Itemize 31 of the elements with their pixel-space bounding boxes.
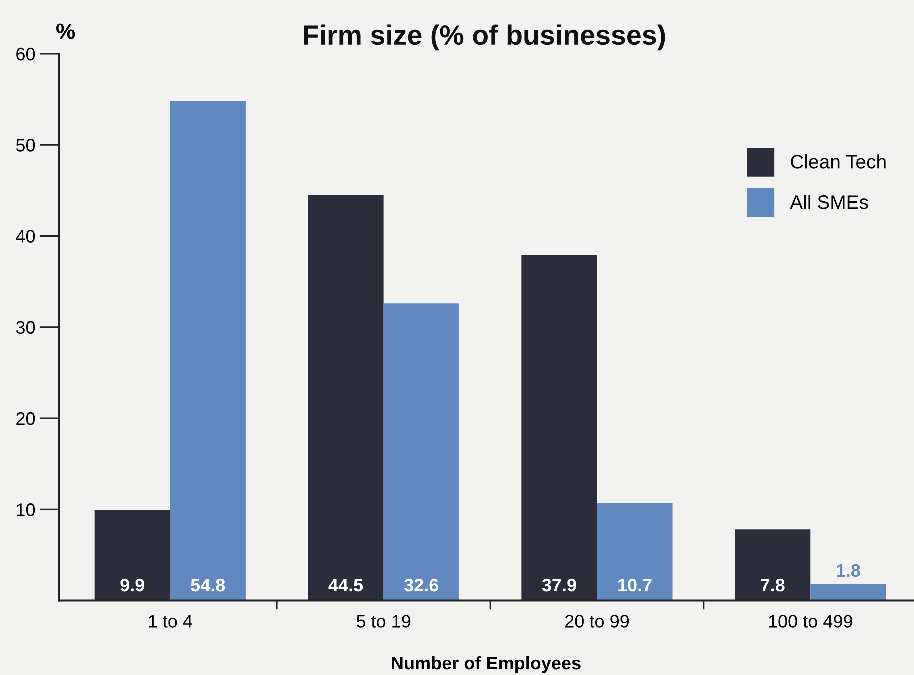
legend-label: Clean Tech [791, 154, 886, 169]
y-tick-label: 40 [16, 230, 36, 243]
data-label: 9.9 [120, 578, 144, 592]
bar [384, 304, 460, 601]
bar [597, 503, 673, 601]
data-label: 1.8 [837, 564, 860, 578]
bar [94, 510, 170, 601]
x-tick-label: 100 to 499 [769, 615, 852, 628]
data-label: 7.8 [761, 578, 785, 592]
data-label: 32.6 [404, 578, 438, 592]
bar [522, 255, 598, 601]
data-label: 37.9 [542, 578, 576, 592]
y-tick-label: 10 [17, 504, 36, 516]
x-tick-label: 20 to 99 [566, 615, 629, 628]
data-label: 44.5 [328, 579, 364, 592]
y-tick-label: 60 [16, 48, 36, 61]
y-axis-title: % [56, 24, 76, 40]
x-tick-label: 5 to 19 [356, 615, 411, 628]
bar [308, 195, 384, 601]
y-tick-label: 30 [16, 321, 36, 334]
y-tick-label: 20 [16, 412, 36, 426]
bar [810, 584, 886, 601]
x-axis-title: Number of Employees [392, 656, 581, 674]
data-label: 54.8 [191, 578, 226, 592]
chart-title: Firm size (% of businesses) [304, 24, 666, 51]
bar [170, 101, 246, 601]
y-tick-label: 50 [16, 139, 36, 152]
legend-label: All SMEs [790, 195, 868, 210]
x-tick-label: 1 to 4 [149, 615, 192, 628]
data-label: 10.7 [618, 578, 652, 592]
bar [735, 530, 811, 601]
